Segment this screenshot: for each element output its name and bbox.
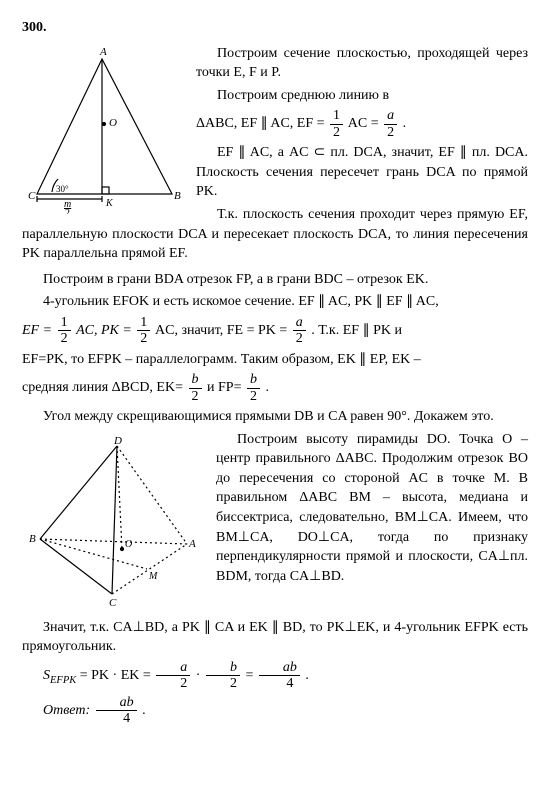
figure-1: A B C O K 30° m 2 bbox=[22, 44, 182, 214]
svg-text:C: C bbox=[28, 190, 36, 202]
svg-text:A: A bbox=[188, 538, 196, 550]
svg-text:D: D bbox=[113, 435, 122, 447]
para-7: EF=PK, то EFPK – параллелограмм. Таким о… bbox=[22, 350, 528, 370]
svg-text:O: O bbox=[125, 539, 132, 550]
para-5: Построим в грани BDA отрезок FP, а в гра… bbox=[22, 270, 528, 290]
svg-text:K: K bbox=[105, 198, 114, 209]
svg-text:2: 2 bbox=[65, 208, 70, 214]
problem-number: 300. bbox=[22, 18, 528, 38]
svg-text:30°: 30° bbox=[56, 184, 69, 194]
para-6: 4-угольник EFOK и есть искомое сечение. … bbox=[22, 292, 528, 312]
para-8: средняя линия ΔBCD, EK= b2 и FP= b2 . bbox=[22, 372, 528, 404]
equation-3: SEFPK = PK · EK = a2 · b2 = ab4 . bbox=[22, 660, 528, 692]
figure-2: D A B C M O bbox=[22, 434, 202, 609]
svg-text:B: B bbox=[174, 190, 181, 202]
answer: Ответ: ab4 . bbox=[22, 695, 528, 727]
para-9: Угол между скрещивающимися прямыми DB и … bbox=[22, 407, 528, 427]
svg-text:B: B bbox=[29, 533, 36, 545]
svg-text:C: C bbox=[109, 597, 117, 609]
equation-2: EF = 12 AC, PK = 12 AC, значит, FE = PK … bbox=[22, 315, 528, 347]
svg-text:M: M bbox=[148, 571, 158, 582]
svg-text:O: O bbox=[109, 117, 117, 129]
svg-text:A: A bbox=[99, 46, 107, 58]
para-11: Значит, т.к. CA⊥BD, а PK ∥ CA и EK ∥ BD,… bbox=[22, 618, 528, 657]
para-4: Т.к. плоскость сечения проходит через пр… bbox=[22, 205, 528, 264]
